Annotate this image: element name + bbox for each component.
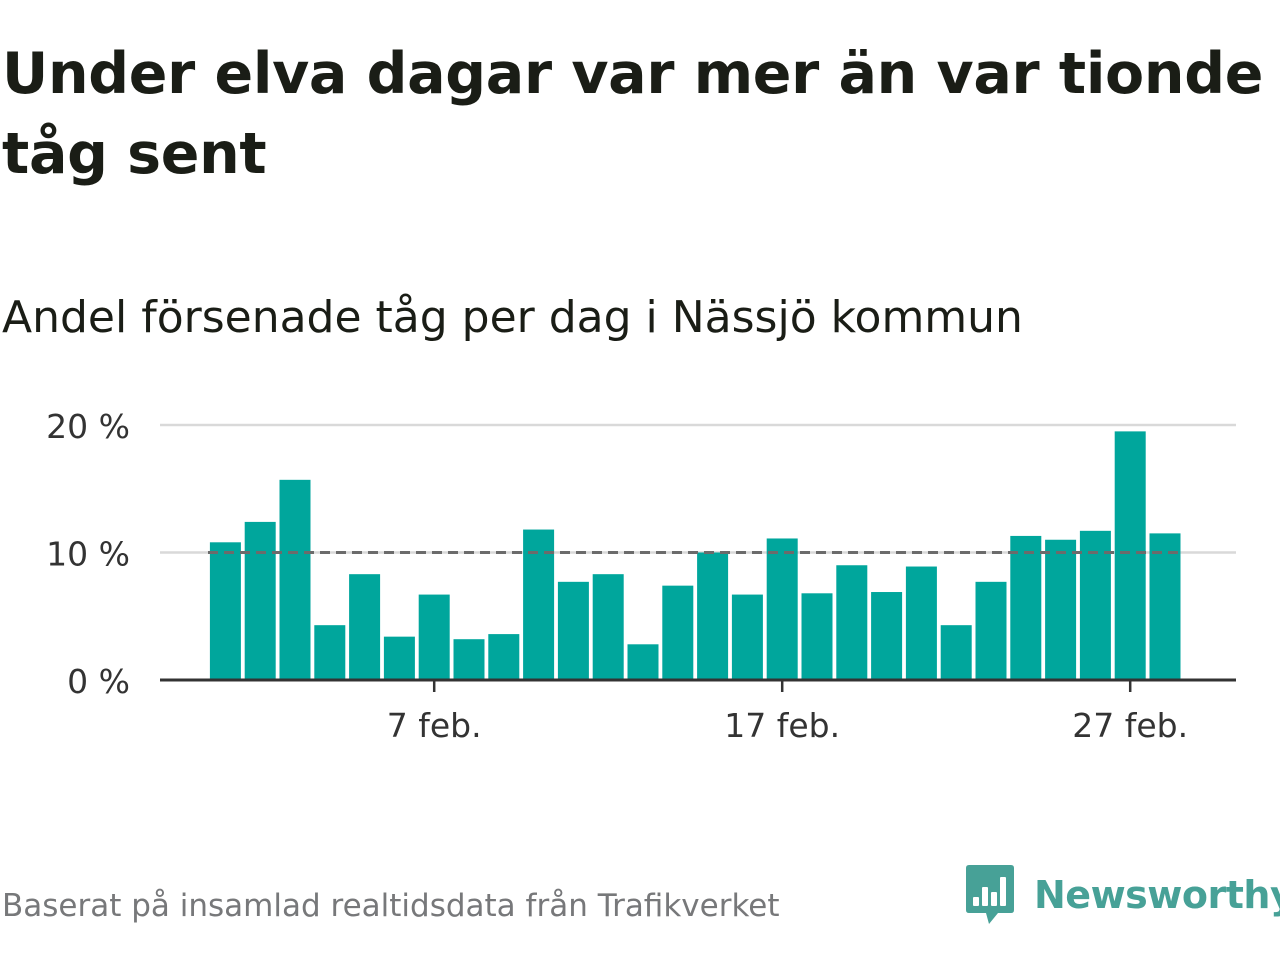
bar <box>627 644 659 680</box>
chart-title: Under elva dagar var mer än var tionde t… <box>2 41 1264 187</box>
source-note: Baserat på insamlad realtidsdata från Tr… <box>2 888 780 924</box>
bar <box>697 552 729 680</box>
bar <box>209 542 241 680</box>
bar <box>1149 533 1181 680</box>
x-tick-label: 17 feb. <box>724 706 840 745</box>
bar <box>523 529 555 680</box>
bar <box>488 634 520 680</box>
bar <box>453 639 485 680</box>
bar <box>940 625 972 680</box>
bar <box>766 538 798 680</box>
bar <box>731 594 763 680</box>
y-tick-label: 10 % <box>46 535 130 574</box>
bar <box>662 585 694 680</box>
chart-subtitle: Andel försenade tåg per dag i Nässjö kom… <box>2 292 1023 343</box>
bar <box>557 581 589 680</box>
bar <box>1114 431 1146 680</box>
bar <box>836 565 868 680</box>
bar <box>244 521 276 680</box>
bar <box>383 636 415 680</box>
bar <box>592 574 624 680</box>
bar <box>1010 535 1042 680</box>
brand-name: Newsworthy <box>1034 873 1280 917</box>
bar <box>975 581 1007 680</box>
bar <box>418 594 450 680</box>
bar <box>1045 539 1077 680</box>
bar <box>314 625 346 680</box>
bar <box>349 574 381 680</box>
bar-chart: 0 % 10 % 20 % 7 feb. 17 feb. 27 feb. <box>46 407 1236 745</box>
bar <box>279 479 311 680</box>
x-tick-label: 27 feb. <box>1072 706 1188 745</box>
bar <box>801 593 833 680</box>
newsworthy-logo: Newsworthy <box>964 864 1280 926</box>
bar <box>1079 530 1111 680</box>
bar <box>871 592 903 680</box>
y-tick-label: 20 % <box>46 407 130 446</box>
y-tick-label: 0 % <box>67 662 130 701</box>
newsworthy-logo-icon <box>966 865 1014 924</box>
x-tick-label: 7 feb. <box>387 706 482 745</box>
bar <box>905 566 937 680</box>
